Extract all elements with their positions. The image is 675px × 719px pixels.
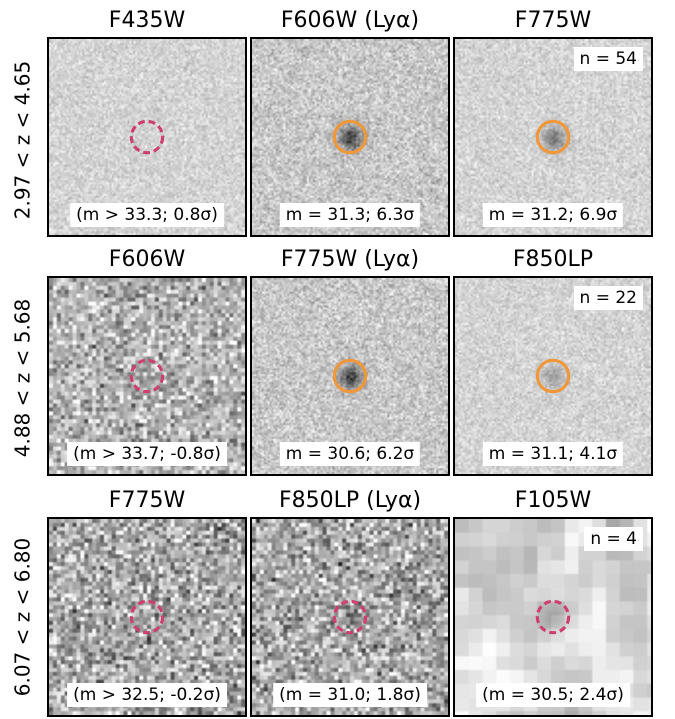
noise-image	[49, 39, 245, 235]
filter-title: F105W	[514, 488, 592, 513]
noise-image	[455, 39, 651, 235]
noise-image	[252, 39, 448, 235]
filter-title: F850LP (Lyα)	[278, 488, 422, 513]
noise-image	[252, 278, 448, 474]
filter-title: F775W	[514, 8, 592, 33]
image-panel: (m > 33.3; 0.8σ)	[47, 37, 247, 237]
stack-count-label: n = 22	[573, 286, 643, 310]
non-detection-aperture-circle	[535, 599, 571, 635]
redshift-row-label: 4.88 < z < 5.68	[0, 278, 44, 478]
image-panel: n = 4 (m = 30.5; 2.4σ)	[453, 517, 653, 717]
noise-image	[455, 278, 651, 474]
detection-aperture-circle	[332, 358, 368, 394]
magnitude-label: (m = 30.5; 2.4σ)	[476, 683, 630, 707]
magnitude-label: m = 31.2; 6.9σ	[482, 203, 624, 227]
non-detection-aperture-circle	[129, 119, 165, 155]
image-panel: (m > 32.5; -0.2σ)	[47, 517, 247, 717]
aperture-marker	[332, 119, 368, 155]
redshift-range-text: 2.97 < z < 4.65	[10, 60, 35, 220]
redshift-range-text: 6.07 < z < 6.80	[10, 537, 35, 697]
aperture-marker	[332, 599, 368, 635]
image-panel: (m > 33.7; -0.8σ)	[47, 276, 247, 476]
image-panel: n = 54 m = 31.2; 6.9σ	[453, 37, 653, 237]
noise-image	[49, 278, 245, 474]
image-panel: m = 31.3; 6.3σ	[250, 37, 450, 237]
detection-aperture-circle	[535, 119, 571, 155]
aperture-marker	[535, 599, 571, 635]
magnitude-label: m = 31.3; 6.3σ	[279, 203, 421, 227]
aperture-marker	[129, 599, 165, 635]
redshift-row-label: 6.07 < z < 6.80	[0, 517, 44, 717]
aperture-marker	[129, 358, 165, 394]
stack-count-label: n = 4	[584, 527, 643, 551]
redshift-row-label: 2.97 < z < 4.65	[0, 40, 44, 240]
aperture-marker	[332, 358, 368, 394]
magnitude-label: (m > 33.7; -0.8σ)	[67, 442, 227, 466]
noise-image	[252, 519, 448, 715]
noise-image	[455, 519, 651, 715]
non-detection-aperture-circle	[332, 599, 368, 635]
magnitude-label: (m = 31.0; 1.8σ)	[273, 683, 427, 707]
aperture-marker	[129, 119, 165, 155]
filter-title: F775W	[108, 488, 186, 513]
magnitude-label: m = 31.1; 4.1σ	[482, 442, 624, 466]
magnitude-label: m = 30.6; 6.2σ	[279, 442, 421, 466]
image-panel: m = 30.6; 6.2σ	[250, 276, 450, 476]
filter-title: F435W	[108, 8, 186, 33]
stack-count-label: n = 54	[573, 47, 643, 71]
non-detection-aperture-circle	[129, 358, 165, 394]
redshift-range-text: 4.88 < z < 5.68	[10, 298, 35, 458]
image-panel: n = 22 m = 31.1; 4.1σ	[453, 276, 653, 476]
filter-title: F850LP	[512, 247, 594, 272]
detection-aperture-circle	[535, 358, 571, 394]
detection-aperture-circle	[332, 119, 368, 155]
magnitude-label: (m > 33.3; 0.8σ)	[70, 203, 224, 227]
filter-title: F606W	[108, 247, 186, 272]
image-panel: (m = 31.0; 1.8σ)	[250, 517, 450, 717]
magnitude-label: (m > 32.5; -0.2σ)	[67, 683, 227, 707]
filter-title: F775W (Lyα)	[280, 247, 420, 272]
aperture-marker	[535, 119, 571, 155]
noise-image	[49, 519, 245, 715]
non-detection-aperture-circle	[129, 599, 165, 635]
filter-title: F606W (Lyα)	[280, 8, 420, 33]
aperture-marker	[535, 358, 571, 394]
